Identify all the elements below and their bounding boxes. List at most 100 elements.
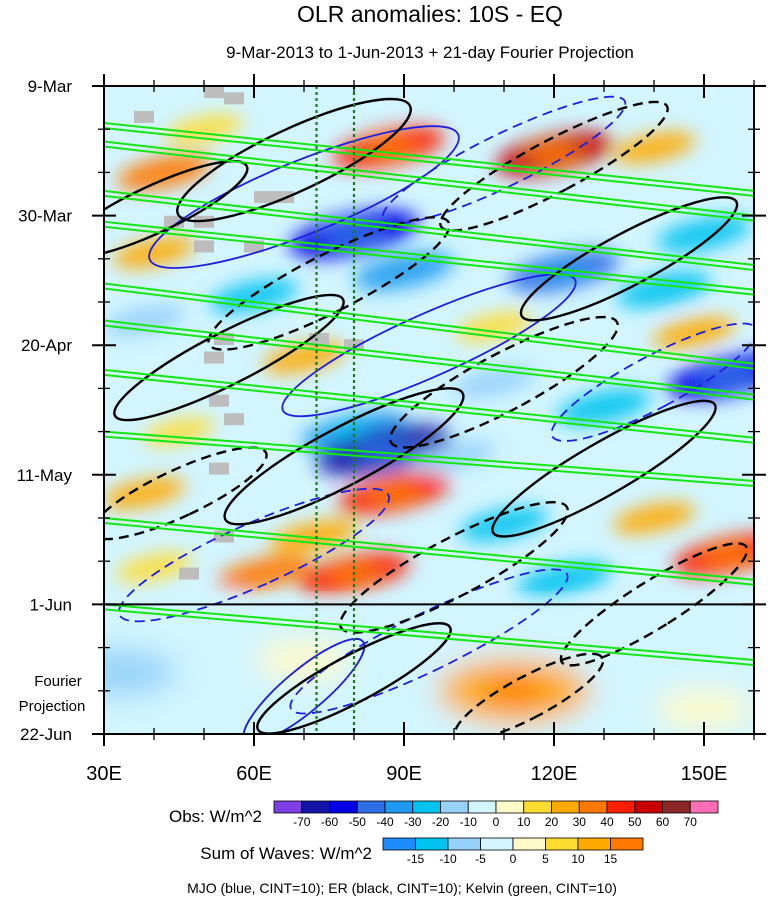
- waves-colorbar-tick-label: 0: [510, 852, 517, 866]
- projection-label-line-2: Projection: [19, 698, 86, 715]
- observed-anomaly-field: [104, 114, 754, 619]
- anomaly-blob-core: [325, 223, 383, 245]
- kelvin-contour: [104, 189, 754, 271]
- kelvin-contour: [104, 603, 754, 666]
- missing-cell: [224, 413, 244, 426]
- anomaly-blob: [452, 366, 536, 399]
- x-tick-label: 60E: [236, 763, 272, 785]
- contour-legend-note: MJO (blue, CINT=10); ER (black, CINT=10)…: [187, 880, 617, 896]
- er-contour: [388, 315, 620, 449]
- x-tick-label: 150E: [681, 763, 728, 785]
- obs-colorbar-swatch: [662, 800, 691, 814]
- projection-label-line-1: Fourier: [34, 673, 82, 690]
- waves-colorbar-swatch: [577, 837, 611, 851]
- kelvin-contour: [104, 220, 754, 296]
- missing-cell: [254, 191, 274, 204]
- anomaly-blob-core: [368, 483, 420, 503]
- waves-colorbar: -15 -10 -5 0 5 10 15: [382, 837, 644, 866]
- obs-colorbar-swatch: [384, 800, 414, 814]
- y-tick-label: 9-Mar: [28, 77, 73, 96]
- missing-cell: [204, 86, 224, 99]
- mjo-contour: [281, 273, 577, 418]
- er-contour: [559, 542, 749, 667]
- waves-colorbar-swatch: [382, 837, 416, 851]
- er-contour: [176, 97, 412, 223]
- anomaly-blob: [556, 388, 652, 425]
- obs-colorbar-tick-label: -30: [404, 815, 422, 829]
- obs-colorbar-swatch: [689, 800, 719, 814]
- kelvin-contour: [104, 368, 754, 444]
- missing-cell: [224, 92, 244, 105]
- er-contour: [256, 622, 452, 734]
- waves-colorbar-tick-label: 5: [542, 852, 549, 866]
- anomaly-blob-core: [527, 143, 581, 164]
- plot-frame: [103, 85, 755, 735]
- anomaly-blob: [652, 316, 736, 349]
- obs-colorbar: -70 -60 -50 -40 -30 -20 -10 0 10 20 30 40 50 60 70: [273, 800, 719, 829]
- obs-colorbar-tick-label: 70: [684, 815, 698, 829]
- anomaly-blob-core: [703, 545, 754, 565]
- missing-cell: [179, 567, 199, 580]
- waves-colorbar-tick-label: -5: [475, 852, 486, 866]
- obs-colorbar-tick-label: 10: [517, 815, 531, 829]
- chart-subtitle: 9-Mar-2013 to 1-Jun-2013 + 21-day Fourie…: [226, 43, 634, 62]
- er-contour: [453, 652, 605, 734]
- x-axis: 30E 60E 90E 120E 150E: [86, 74, 755, 785]
- projection-anomaly-field: [104, 604, 754, 734]
- obs-colorbar-swatch: [606, 800, 636, 814]
- waves-colorbar-label: Sum of Waves: W/m^2: [200, 844, 372, 863]
- obs-colorbar-swatch: [301, 800, 330, 814]
- obs-colorbar-tick-label: 0: [493, 815, 500, 829]
- obs-colorbar-swatch: [329, 800, 358, 814]
- kelvin-contours: [104, 122, 754, 666]
- anomaly-blob-core: [353, 438, 415, 462]
- anomaly-blob: [104, 477, 186, 510]
- obs-colorbar-tick-label: -20: [432, 815, 450, 829]
- anomaly-blob-core: [701, 365, 754, 387]
- y-tick-label: 1-Jun: [29, 595, 72, 614]
- obs-colorbar-swatch: [634, 800, 663, 814]
- anomaly-blob: [116, 154, 212, 191]
- y-tick-label: 20-Apr: [21, 336, 72, 355]
- y-tick-label: 30-Mar: [18, 207, 72, 226]
- anomaly-blob: [115, 552, 193, 583]
- anomaly-blob: [612, 131, 696, 164]
- obs-colorbar-swatch: [440, 800, 469, 814]
- x-tick-label: 120E: [531, 763, 578, 785]
- obs-colorbar-tick-label: -60: [321, 815, 339, 829]
- missing-cell: [194, 240, 214, 253]
- kelvin-contour: [104, 282, 754, 370]
- obs-colorbar-swatch: [467, 800, 497, 814]
- er-contour: [338, 500, 570, 634]
- obs-colorbar-tick-label: 20: [545, 815, 559, 829]
- kelvin-contour: [104, 517, 754, 586]
- waves-colorbar-swatch: [415, 837, 449, 851]
- projection-blob: [104, 647, 177, 697]
- plot-area: [104, 86, 754, 734]
- obs-colorbar-tick-label: -10: [460, 815, 478, 829]
- projection-blob-core: [484, 676, 544, 705]
- er-contour: [104, 446, 268, 541]
- obs-colorbar-tick-label: 30: [573, 815, 587, 829]
- missing-cell: [204, 351, 224, 364]
- mjo-contour: [550, 322, 754, 442]
- obs-colorbar-swatch: [551, 800, 580, 814]
- y-tick-label: 22-Jun: [20, 725, 72, 744]
- missing-cell: [164, 215, 184, 228]
- kelvin-contour: [104, 140, 754, 222]
- obs-colorbar-tick-label: -70: [293, 815, 311, 829]
- er-contours: [104, 97, 749, 734]
- obs-colorbar-tick-label: 40: [600, 815, 614, 829]
- waves-colorbar-tick-label: -15: [407, 852, 425, 866]
- obs-colorbar-swatch: [273, 800, 303, 814]
- waves-colorbar-tick-label: -10: [439, 852, 457, 866]
- kelvin-contour: [104, 430, 754, 487]
- y-axis: 9-Mar 30-Mar 20-Apr 11-May 1-Jun 22-Jun: [17, 77, 766, 744]
- missing-cell: [209, 462, 229, 475]
- waves-colorbar-swatch: [480, 837, 514, 851]
- anomaly-blob: [616, 271, 712, 308]
- mjo-contour: [381, 95, 627, 225]
- chart-title: OLR anomalies: 10S - EQ: [297, 1, 563, 27]
- waves-colorbar-swatch: [512, 837, 546, 851]
